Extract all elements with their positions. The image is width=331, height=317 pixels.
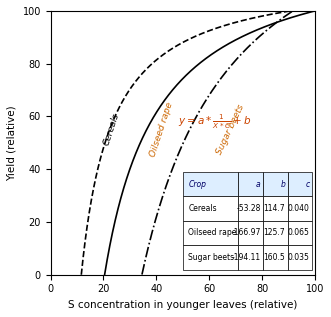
- Text: Oilseed rape: Oilseed rape: [149, 101, 175, 158]
- Text: Cereals: Cereals: [102, 112, 121, 147]
- Text: $y = a * \frac{1}{X*C} + b$: $y = a * \frac{1}{X*C} + b$: [178, 113, 251, 131]
- Y-axis label: Yield (relative): Yield (relative): [7, 105, 17, 181]
- X-axis label: S concentration in younger leaves (relative): S concentration in younger leaves (relat…: [68, 300, 298, 310]
- Text: Sugar beets: Sugar beets: [215, 103, 246, 156]
